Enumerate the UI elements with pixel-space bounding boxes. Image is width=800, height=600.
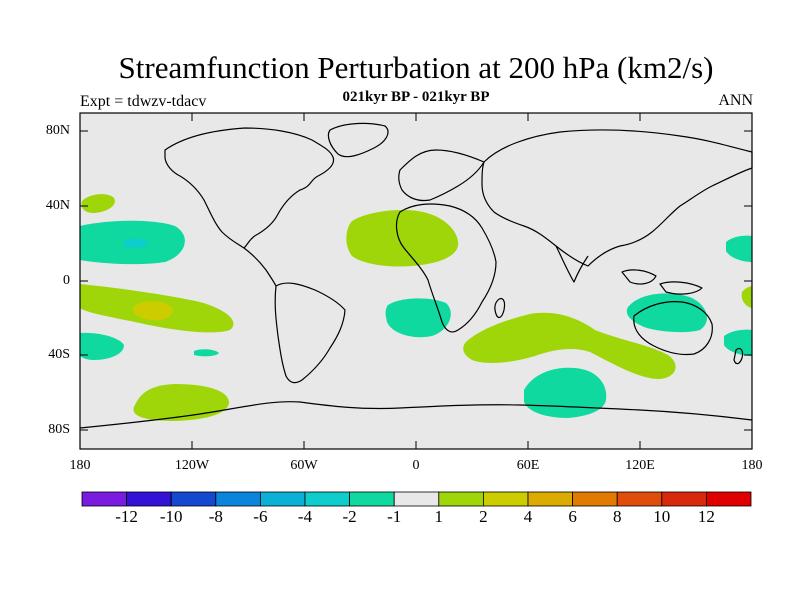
colorbar-box	[393, 491, 440, 507]
lon-label-120e: 120E	[625, 458, 655, 473]
colorbar-label: -4	[297, 507, 313, 526]
fill-region-east-negative-1	[726, 235, 752, 262]
colorbar-box	[706, 491, 752, 507]
colorbar	[81, 491, 752, 507]
fill-region-spacific-core	[132, 301, 173, 321]
season-label: ANN	[718, 92, 753, 109]
colorbar-box	[482, 491, 529, 507]
colorbar-label: -10	[159, 507, 183, 526]
colorbar-box	[259, 491, 306, 507]
fill-region-satlantic-negative	[385, 298, 451, 338]
plot-title: Streamfunction Perturbation at 200 hPa (…	[118, 50, 714, 85]
fill-region-sw-pacific-negative	[80, 332, 124, 360]
lon-label-60w: 60W	[290, 458, 318, 473]
fill-region-east-positive	[741, 286, 752, 308]
colorbar-box	[438, 491, 484, 507]
tick-marks	[80, 113, 752, 449]
colorbar-label: 8	[612, 507, 622, 526]
lon-label-60e: 60E	[516, 458, 540, 473]
fill-region-east-negative-2	[724, 329, 752, 356]
colorbar-label: -8	[208, 507, 223, 526]
colorbar-label: 10	[653, 507, 671, 526]
colorbar-box	[126, 491, 172, 507]
colorbar-box	[304, 491, 350, 507]
lat-label-eq: 0	[63, 273, 70, 288]
fill-region-africa-positive	[346, 210, 459, 267]
colorbar-box	[616, 491, 663, 507]
coastlines	[79, 122, 753, 429]
lat-label-40n: 40N	[45, 198, 70, 213]
colorbar-box	[661, 491, 707, 507]
lon-label-0: 0	[412, 458, 420, 473]
fill-region-small-negative	[194, 349, 219, 357]
colorbar-label: -6	[253, 507, 268, 526]
colorbar-box	[349, 491, 395, 507]
lon-label-180w: 180	[69, 458, 91, 473]
fill-region-npacific-positive	[81, 194, 115, 213]
fill-region-southern-positive	[133, 384, 229, 421]
fill-region-indian-positive	[463, 312, 676, 380]
colorbar-box	[572, 491, 618, 507]
colorbar-box	[215, 491, 261, 507]
colorbar-box	[81, 491, 127, 507]
colorbar-label: -12	[115, 507, 138, 526]
plot-subtitle: 021kyr BP - 021kyr BP	[342, 89, 490, 105]
lon-label-120w: 120W	[174, 458, 210, 473]
lat-label-40s: 40S	[48, 347, 70, 362]
colorbar-label: -2	[342, 507, 357, 526]
colorbar-label: -1	[387, 507, 402, 526]
lon-label-180e: 180	[741, 458, 763, 473]
colorbar-box	[527, 491, 573, 507]
colorbar-box	[170, 491, 217, 507]
experiment-label: Expt = tdwzv-tdacv	[80, 93, 207, 110]
fill-region-pacific-core	[124, 238, 148, 248]
lat-label-80n: 80N	[45, 123, 70, 138]
lat-label-80s: 80S	[48, 422, 70, 437]
colorbar-label: 12	[697, 507, 715, 526]
colorbar-label: 2	[479, 507, 488, 526]
colorbar-label: 1	[434, 507, 444, 526]
colorbar-label: 6	[568, 507, 577, 526]
colorbar-label: 4	[523, 507, 533, 526]
